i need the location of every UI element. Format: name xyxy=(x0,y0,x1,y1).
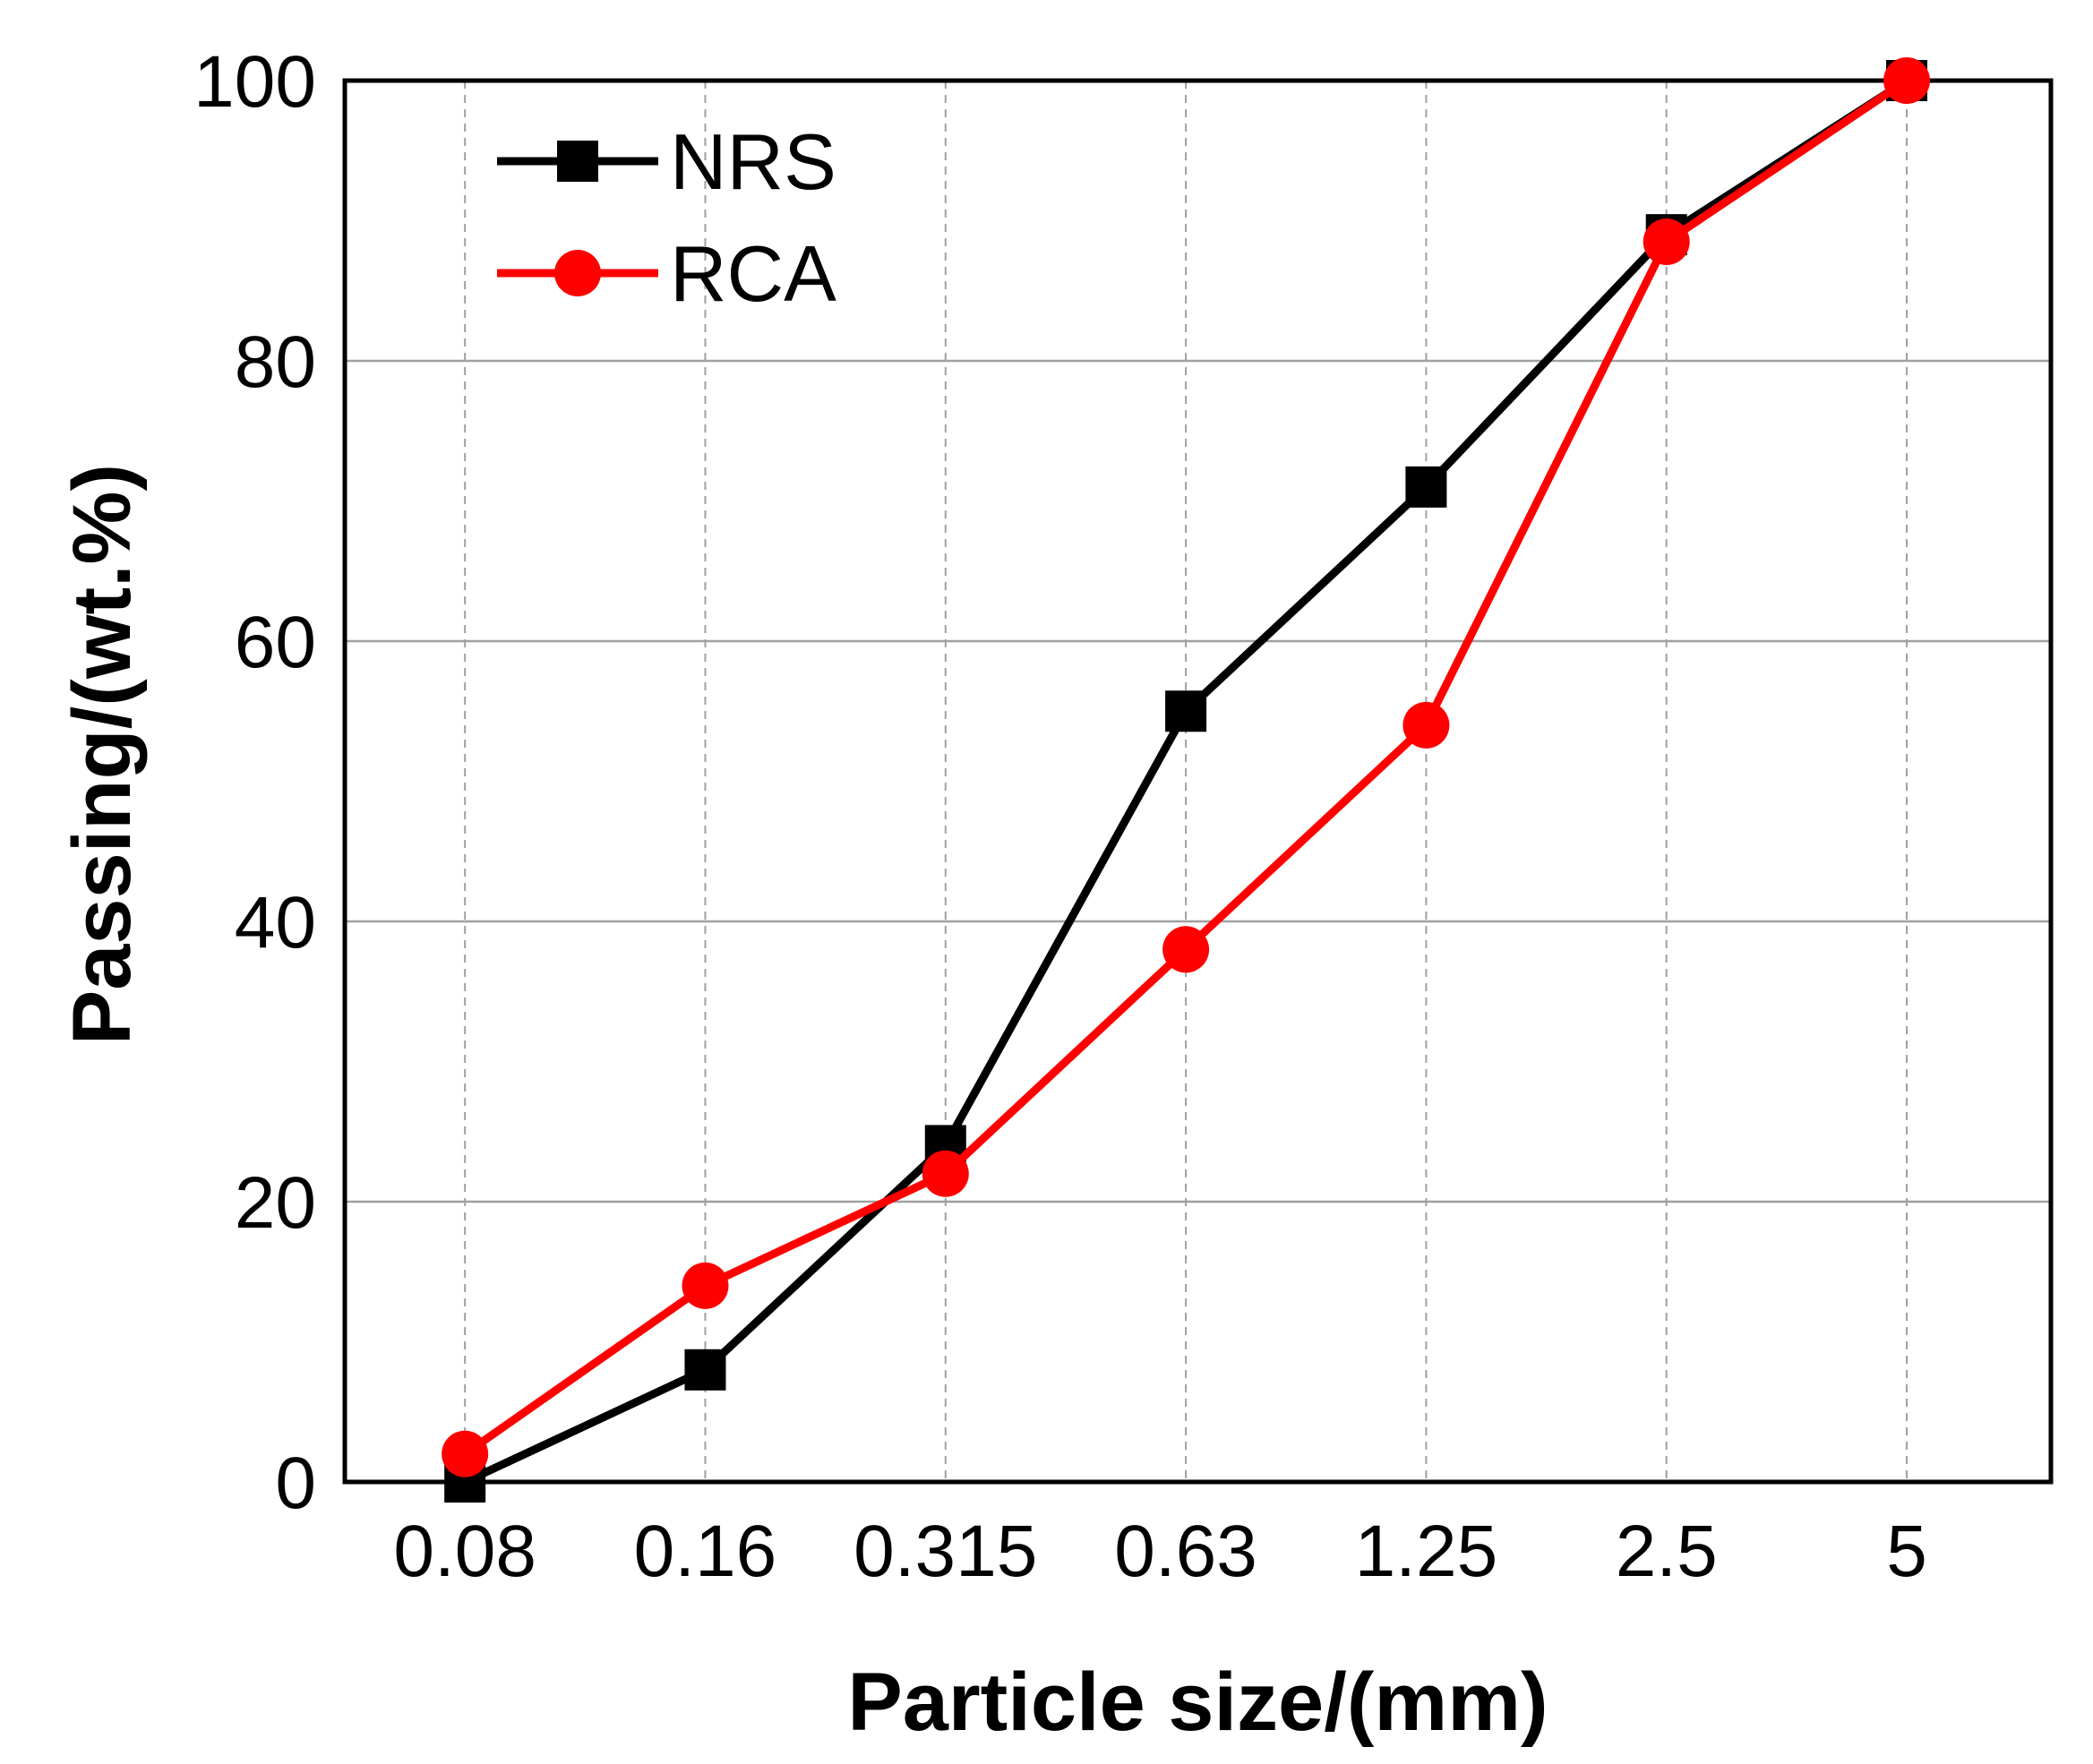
x-tick-label: 5 xyxy=(1886,1511,1927,1592)
data-point-rca xyxy=(1883,57,1931,104)
y-tick-labels: 0 20 40 60 80 100 xyxy=(193,41,316,1524)
legend: NRS RCA xyxy=(497,117,836,318)
y-tick-label: 0 xyxy=(275,1443,316,1524)
data-point-rca xyxy=(682,1262,729,1309)
y-axis-title: Passing/(wt.%) xyxy=(56,464,148,1045)
data-point-rca xyxy=(1402,701,1450,749)
data-point-nrs xyxy=(1405,466,1447,508)
x-tick-label: 1.25 xyxy=(1355,1511,1498,1592)
data-point-nrs xyxy=(684,1349,726,1391)
y-tick-label: 100 xyxy=(193,41,316,123)
data-point-nrs xyxy=(1165,690,1207,732)
x-tick-labels: 0.08 0.16 0.315 0.63 1.25 2.5 5 xyxy=(393,1511,1926,1592)
grid-lines xyxy=(345,81,2051,1482)
x-tick-label: 0.08 xyxy=(393,1511,536,1592)
series-layer xyxy=(442,57,1931,1503)
x-axis-title: Particle size/(mm) xyxy=(847,1657,1548,1748)
x-tick-label: 0.63 xyxy=(1114,1511,1257,1592)
data-point-rca xyxy=(1162,926,1210,973)
legend-label-rca: RCA xyxy=(670,229,836,318)
legend-marker-nrs xyxy=(557,141,598,182)
plot-frame xyxy=(342,78,2054,1485)
data-point-rca xyxy=(922,1150,969,1197)
y-tick-label: 80 xyxy=(235,321,316,403)
x-tick-label: 0.315 xyxy=(853,1511,1037,1592)
y-tick-label: 20 xyxy=(235,1162,316,1244)
legend-marker-rca xyxy=(554,250,601,296)
x-tick-label: 0.16 xyxy=(634,1511,777,1592)
y-tick-label: 60 xyxy=(235,602,316,683)
data-point-rca xyxy=(1643,218,1690,265)
data-point-rca xyxy=(442,1430,489,1477)
x-tick-label: 2.5 xyxy=(1616,1511,1718,1592)
y-tick-label: 40 xyxy=(235,882,316,963)
legend-label-nrs: NRS xyxy=(670,117,836,206)
